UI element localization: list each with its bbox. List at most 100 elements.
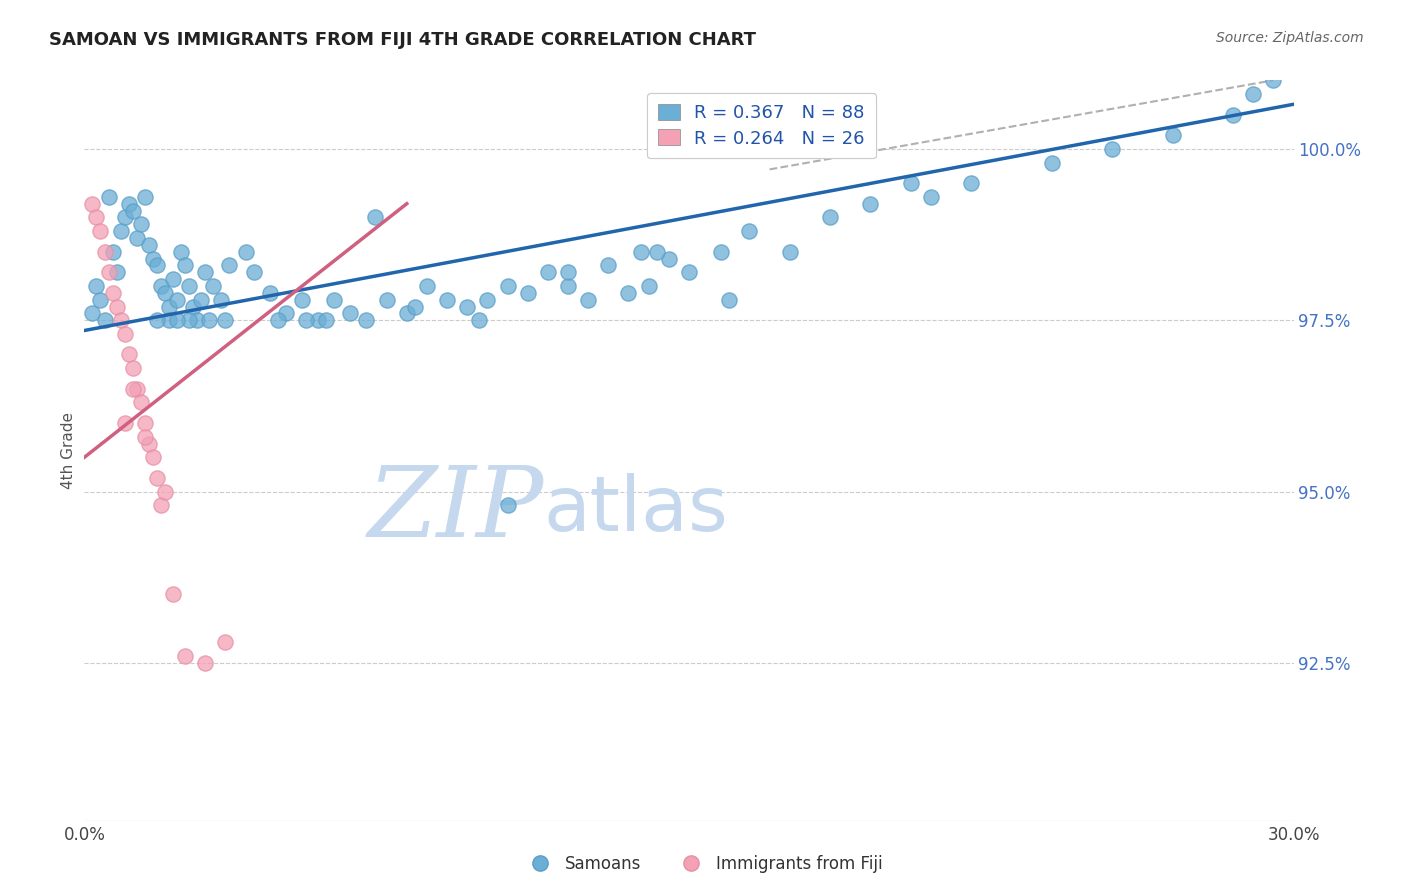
Point [363, 211, 385, 225]
Point [291, 293, 314, 307]
Point [339, 306, 361, 320]
Point [121, 382, 143, 396]
Point [138, 436, 160, 450]
Point [1263, 73, 1285, 87]
Point [134, 416, 156, 430]
Point [274, 306, 297, 320]
Point [121, 203, 143, 218]
Point [129, 395, 152, 409]
Point [617, 285, 640, 300]
Point [307, 313, 329, 327]
Point [179, 279, 201, 293]
Point [900, 176, 922, 190]
Point [125, 231, 148, 245]
Legend: R = 0.367   N = 88, R = 0.264   N = 26: R = 0.367 N = 88, R = 0.264 N = 26 [647, 93, 876, 159]
Point [436, 293, 458, 307]
Point [118, 196, 141, 211]
Point [179, 313, 201, 327]
Point [456, 300, 478, 314]
Point [97, 190, 120, 204]
Text: atlas: atlas [544, 473, 728, 547]
Point [118, 347, 141, 361]
Point [738, 224, 761, 238]
Point [174, 649, 197, 664]
Point [146, 313, 169, 327]
Point [576, 293, 599, 307]
Point [86, 211, 108, 225]
Point [416, 279, 439, 293]
Point [146, 471, 169, 485]
Point [598, 259, 620, 273]
Point [356, 313, 378, 327]
Point [142, 450, 165, 465]
Point [181, 300, 204, 314]
Point [110, 313, 132, 327]
Point [658, 252, 681, 266]
Point [153, 484, 176, 499]
Point [186, 313, 208, 327]
Point [105, 265, 128, 279]
Point [82, 196, 104, 211]
Point [1222, 107, 1244, 121]
Point [295, 313, 318, 327]
Point [202, 279, 225, 293]
Point [537, 265, 560, 279]
Point [121, 361, 143, 376]
Point [198, 313, 221, 327]
Point [194, 265, 217, 279]
Point [89, 293, 111, 307]
Point [496, 498, 519, 512]
Point [859, 196, 882, 211]
Point [214, 313, 236, 327]
Point [259, 285, 281, 300]
Point [162, 272, 184, 286]
Point [93, 313, 115, 327]
Point [1161, 128, 1184, 142]
Point [1101, 142, 1123, 156]
Point [920, 190, 942, 204]
Point [149, 279, 172, 293]
Point [630, 244, 652, 259]
Y-axis label: 4th Grade: 4th Grade [60, 412, 76, 489]
Point [315, 313, 337, 327]
Point [267, 313, 290, 327]
Point [101, 285, 124, 300]
Point [645, 244, 668, 259]
Point [86, 279, 108, 293]
Point [105, 300, 128, 314]
Point [637, 279, 659, 293]
Point [395, 306, 418, 320]
Point [110, 224, 132, 238]
Point [134, 430, 156, 444]
Point [557, 265, 579, 279]
Point [218, 259, 240, 273]
Point [93, 244, 115, 259]
Point [162, 587, 184, 601]
Point [718, 293, 741, 307]
Point [129, 217, 152, 231]
Point [114, 416, 136, 430]
Point [174, 259, 197, 273]
Point [194, 656, 217, 670]
Point [89, 224, 111, 238]
Point [114, 326, 136, 341]
Point [166, 313, 188, 327]
Point [157, 300, 180, 314]
Text: Source: ZipAtlas.com: Source: ZipAtlas.com [1216, 31, 1364, 45]
Point [101, 244, 124, 259]
Point [153, 285, 176, 300]
Text: ZIP: ZIP [367, 462, 544, 558]
Point [209, 293, 232, 307]
Point [496, 279, 519, 293]
Point [125, 382, 148, 396]
Point [1241, 87, 1264, 101]
Point [710, 244, 733, 259]
Point [375, 293, 398, 307]
Point [678, 265, 700, 279]
Text: SAMOAN VS IMMIGRANTS FROM FIJI 4TH GRADE CORRELATION CHART: SAMOAN VS IMMIGRANTS FROM FIJI 4TH GRADE… [49, 31, 756, 49]
Point [134, 190, 156, 204]
Point [138, 237, 160, 252]
Point [477, 293, 499, 307]
Point [146, 259, 169, 273]
Point [235, 244, 257, 259]
